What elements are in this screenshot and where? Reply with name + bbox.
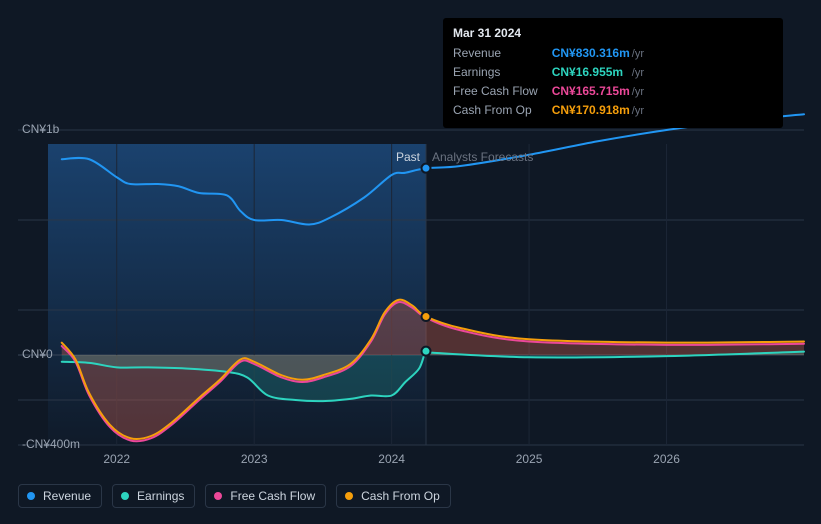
legend-label: Revenue <box>43 489 91 503</box>
tooltip-row: Cash From Op CN¥170.918m /yr <box>453 101 644 120</box>
legend-label: Free Cash Flow <box>230 489 315 503</box>
legend-label: Cash From Op <box>361 489 440 503</box>
tooltip-value: CN¥16.955m <box>552 63 632 82</box>
tooltip-date: Mar 31 2024 <box>453 24 773 42</box>
legend-item-revenue[interactable]: Revenue <box>18 484 102 508</box>
tooltip-row: Free Cash Flow CN¥165.715m /yr <box>453 82 644 101</box>
legend-dot-icon <box>121 492 129 500</box>
x-axis-tick: 2024 <box>378 452 405 466</box>
tooltip-unit: /yr <box>632 82 644 101</box>
chart-legend: Revenue Earnings Free Cash Flow Cash Fro… <box>18 484 451 508</box>
chart-tooltip: Mar 31 2024 Revenue CN¥830.316m /yr Earn… <box>443 18 783 128</box>
tooltip-unit: /yr <box>632 101 644 120</box>
x-axis-tick: 2026 <box>653 452 680 466</box>
tooltip-row: Revenue CN¥830.316m /yr <box>453 44 644 63</box>
tooltip-row: Earnings CN¥16.955m /yr <box>453 63 644 82</box>
tooltip-label: Revenue <box>453 44 552 63</box>
legend-dot-icon <box>345 492 353 500</box>
x-axis-tick: 2022 <box>103 452 130 466</box>
tooltip-value: CN¥830.316m <box>552 44 632 63</box>
tooltip-value: CN¥170.918m <box>552 101 632 120</box>
legend-item-free-cash-flow[interactable]: Free Cash Flow <box>205 484 326 508</box>
tooltip-label: Cash From Op <box>453 101 552 120</box>
legend-label: Earnings <box>137 489 184 503</box>
tooltip-unit: /yr <box>632 63 644 82</box>
legend-dot-icon <box>214 492 222 500</box>
x-axis-tick: 2023 <box>241 452 268 466</box>
past-label: Past <box>396 150 420 164</box>
forecast-label: Analysts Forecasts <box>432 150 533 164</box>
tooltip-table: Revenue CN¥830.316m /yr Earnings CN¥16.9… <box>453 44 644 120</box>
x-axis-tick: 2025 <box>516 452 543 466</box>
tooltip-unit: /yr <box>632 44 644 63</box>
tooltip-label: Free Cash Flow <box>453 82 552 101</box>
y-axis-label: CN¥0 <box>22 347 53 361</box>
legend-dot-icon <box>27 492 35 500</box>
y-axis-label: CN¥1b <box>22 122 59 136</box>
legend-item-cash-from-op[interactable]: Cash From Op <box>336 484 451 508</box>
y-axis-label: -CN¥400m <box>22 437 80 451</box>
tooltip-value: CN¥165.715m <box>552 82 632 101</box>
legend-item-earnings[interactable]: Earnings <box>112 484 195 508</box>
tooltip-label: Earnings <box>453 63 552 82</box>
